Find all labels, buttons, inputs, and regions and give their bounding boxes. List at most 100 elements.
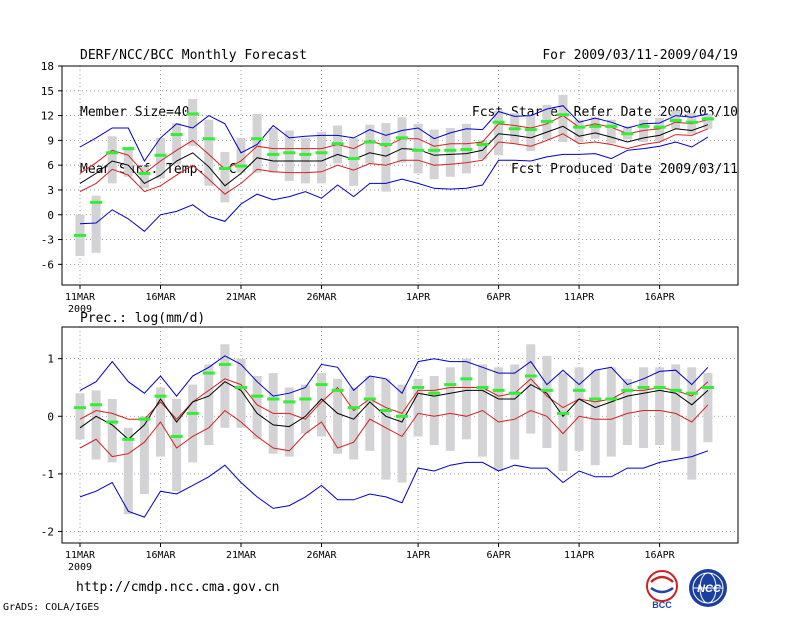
precipitation-observed-mark [379, 409, 392, 413]
precipitation-range-bar [284, 387, 294, 457]
precipitation-range-bar [494, 367, 504, 471]
precipitation-title: Prec.: log(mm/d) [80, 311, 205, 326]
precipitation-observed-mark [492, 388, 505, 392]
temperature-observed-mark [315, 151, 328, 155]
precipitation-observed-mark [235, 385, 247, 389]
temperature-observed-mark [669, 119, 682, 123]
temperature-observed-mark [74, 233, 86, 237]
precipitation-range-bar [606, 367, 616, 457]
precipitation-observed-mark [508, 391, 521, 395]
temperature-frame [61, 65, 739, 286]
precipitation-xtick-year: 2009 [68, 562, 92, 573]
temperature-observed-mark [701, 117, 714, 121]
temperature-observed-mark [428, 148, 441, 152]
precipitation-range-bar [574, 367, 584, 451]
temperature-observed-mark [363, 140, 376, 144]
precipitation-range-bar [397, 384, 407, 483]
temperature-observed-mark [138, 171, 151, 175]
temperature-observed-mark [283, 151, 296, 155]
precipitation-observed-mark [476, 385, 489, 389]
precipitation-ytick-label: 1 [47, 353, 54, 366]
precipitation-xtick-label: 16APR [645, 550, 676, 561]
temperature-observed-mark [299, 152, 312, 156]
temperature-observed-mark [605, 124, 618, 128]
precipitation-line-ensemble-min [79, 450, 709, 518]
temperature-observed-mark [573, 125, 586, 129]
temperature-line-upper-spread [79, 115, 709, 175]
precipitation-observed-mark [557, 411, 569, 415]
precipitation-range-bar [236, 358, 246, 428]
precipitation-observed-mark [669, 388, 682, 392]
precipitation-observed-mark [299, 397, 312, 401]
temperature-ytick-label: -6 [41, 258, 54, 271]
temperature-observed-mark [202, 137, 215, 141]
precipitation-range-bar [123, 427, 133, 515]
temperature-observed-mark [637, 124, 650, 128]
temperature-range-bar [172, 123, 182, 165]
temperature-range-bar [156, 137, 165, 179]
precipitation-xtick-label: 21MAR [226, 550, 257, 561]
temperature-range-bar [139, 166, 149, 189]
temperature-ytick-label: 9 [47, 134, 54, 147]
ncc-logo-text: NCC [697, 583, 722, 595]
temperature-observed-mark [444, 148, 457, 152]
precipitation-observed-mark [685, 391, 698, 395]
precipitation-observed-mark [218, 362, 231, 366]
precipitation-observed-mark [701, 385, 714, 389]
temperature-range-bar [365, 124, 375, 164]
temperature-ytick-label: 6 [47, 159, 54, 172]
precipitation-range-bar [703, 373, 713, 443]
temperature-range-bar [397, 117, 407, 163]
temperature-range-bar [590, 117, 600, 139]
logos: BCC NCC [646, 569, 727, 610]
precipitation-observed-mark [412, 385, 425, 389]
precipitation-observed-mark [540, 388, 553, 392]
temperature-observed-mark [685, 120, 698, 124]
temperature-range-bar [123, 146, 133, 177]
temperature-observed-mark [267, 152, 280, 156]
temperature-ytick-label: -3 [41, 234, 54, 247]
source-url[interactable]: http://cmdp.ncc.cma.gov.cn [76, 580, 280, 595]
temperature-observed-mark [379, 143, 392, 147]
precipitation-range-bar [639, 367, 648, 448]
precipitation-observed-mark [524, 374, 537, 378]
temperature-ytick-label: 12 [41, 110, 54, 123]
precipitation-range-bar [622, 378, 632, 446]
grads-credit: GrADS: COLA/IGES [3, 602, 100, 613]
precipitation-xtick-label: 26MAR [306, 550, 337, 561]
temperature-range-bar [381, 123, 391, 192]
precipitation-observed-mark [315, 383, 328, 387]
precipitation-xtick-label: 11MAR [65, 550, 96, 561]
temperature-observed-mark [589, 124, 602, 128]
temperature-range-bar [91, 195, 101, 253]
temperature-observed-mark [186, 112, 199, 116]
temperature-observed-mark [460, 147, 473, 151]
temperature-observed-mark [154, 153, 167, 157]
precipitation-observed-mark [444, 383, 457, 387]
temperature-observed-mark [218, 166, 231, 170]
precipitation-observed-mark [170, 434, 183, 438]
forecast-title: DERF/NCC/BCC Monthly Forecast [80, 48, 307, 63]
temperature-observed-mark [122, 147, 135, 151]
precipitation-observed-mark [186, 411, 199, 415]
temperature-range-bar [268, 127, 278, 173]
precipitation-ytick-label: -1 [41, 468, 54, 481]
precipitation-range-bar [139, 416, 149, 495]
precipitation-observed-mark [122, 437, 135, 441]
temperature-range-bar [204, 119, 214, 186]
precipitation-range-bar [188, 384, 198, 463]
precipitation-range-bar [461, 358, 471, 440]
temperature-observed-mark [106, 151, 119, 155]
precipitation-line-lower-spread [79, 404, 709, 458]
precipitation-range-bar [687, 367, 697, 480]
temperature-xtick-year: 2009 [68, 304, 92, 315]
temperature-range-bar [526, 114, 536, 152]
ncc-logo: NCC [689, 569, 727, 607]
precipitation-range-bar [542, 355, 552, 448]
temperature-range-bar [494, 110, 504, 156]
precipitation-range-bar [365, 375, 375, 451]
precipitation-range-bar [252, 375, 262, 440]
precipitation-observed-mark [363, 397, 376, 401]
